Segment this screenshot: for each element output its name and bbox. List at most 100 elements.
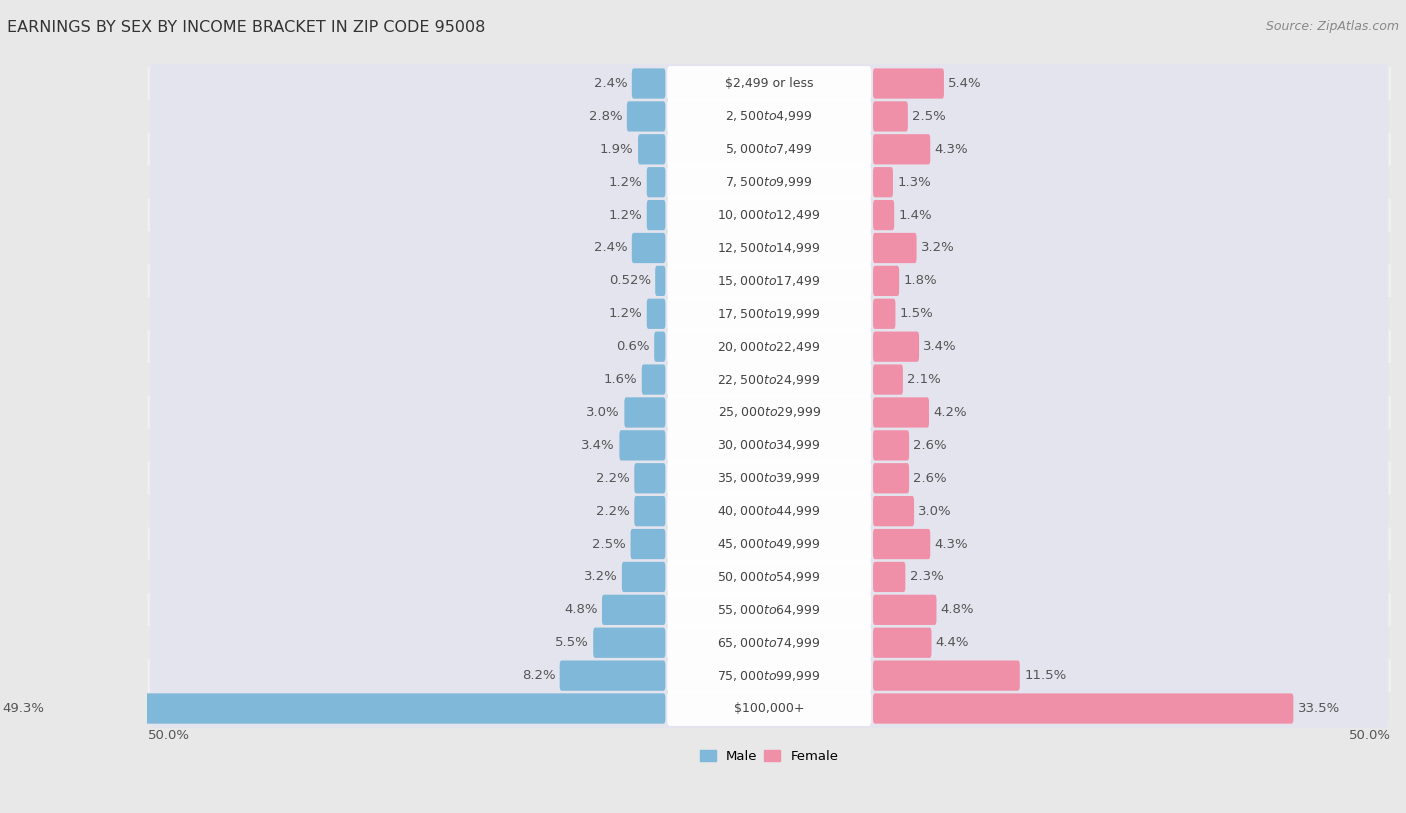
- FancyBboxPatch shape: [634, 496, 665, 526]
- FancyBboxPatch shape: [668, 165, 872, 200]
- FancyBboxPatch shape: [150, 63, 1389, 103]
- FancyBboxPatch shape: [148, 593, 1391, 626]
- Text: 11.5%: 11.5%: [1024, 669, 1066, 682]
- FancyBboxPatch shape: [641, 364, 665, 394]
- Text: 4.8%: 4.8%: [941, 603, 974, 616]
- Text: 2.4%: 2.4%: [593, 241, 627, 254]
- FancyBboxPatch shape: [873, 332, 920, 362]
- FancyBboxPatch shape: [620, 430, 665, 460]
- FancyBboxPatch shape: [560, 660, 665, 691]
- Text: 4.2%: 4.2%: [934, 406, 967, 419]
- FancyBboxPatch shape: [631, 68, 665, 98]
- Text: $10,000 to $12,499: $10,000 to $12,499: [717, 208, 821, 222]
- FancyBboxPatch shape: [150, 97, 1389, 137]
- FancyBboxPatch shape: [631, 233, 665, 263]
- FancyBboxPatch shape: [148, 363, 1391, 396]
- FancyBboxPatch shape: [150, 195, 1389, 235]
- Text: $12,500 to $14,999: $12,500 to $14,999: [717, 241, 821, 255]
- FancyBboxPatch shape: [150, 459, 1389, 498]
- FancyBboxPatch shape: [873, 200, 894, 230]
- Text: $5,000 to $7,499: $5,000 to $7,499: [725, 142, 813, 156]
- FancyBboxPatch shape: [668, 493, 872, 528]
- Text: 2.3%: 2.3%: [910, 571, 943, 584]
- Text: 4.3%: 4.3%: [935, 143, 969, 156]
- Text: 1.2%: 1.2%: [609, 176, 643, 189]
- Text: 1.4%: 1.4%: [898, 209, 932, 222]
- Text: 2.5%: 2.5%: [592, 537, 626, 550]
- FancyBboxPatch shape: [148, 528, 1391, 560]
- FancyBboxPatch shape: [148, 133, 1391, 166]
- FancyBboxPatch shape: [668, 691, 872, 726]
- FancyBboxPatch shape: [148, 429, 1391, 462]
- FancyBboxPatch shape: [668, 428, 872, 463]
- FancyBboxPatch shape: [668, 625, 872, 660]
- FancyBboxPatch shape: [602, 594, 665, 625]
- FancyBboxPatch shape: [621, 562, 665, 592]
- Text: 3.4%: 3.4%: [582, 439, 614, 452]
- FancyBboxPatch shape: [668, 99, 872, 134]
- FancyBboxPatch shape: [873, 562, 905, 592]
- FancyBboxPatch shape: [148, 198, 1391, 232]
- FancyBboxPatch shape: [148, 330, 1391, 363]
- FancyBboxPatch shape: [668, 263, 872, 298]
- FancyBboxPatch shape: [668, 395, 872, 430]
- Text: $17,500 to $19,999: $17,500 to $19,999: [717, 307, 821, 321]
- FancyBboxPatch shape: [638, 134, 665, 164]
- FancyBboxPatch shape: [148, 100, 1391, 133]
- Text: 1.5%: 1.5%: [900, 307, 934, 320]
- FancyBboxPatch shape: [668, 66, 872, 101]
- FancyBboxPatch shape: [873, 364, 903, 394]
- FancyBboxPatch shape: [150, 589, 1389, 630]
- FancyBboxPatch shape: [873, 496, 914, 526]
- FancyBboxPatch shape: [873, 594, 936, 625]
- Text: $22,500 to $24,999: $22,500 to $24,999: [717, 372, 821, 386]
- FancyBboxPatch shape: [150, 261, 1389, 301]
- Text: 4.3%: 4.3%: [935, 537, 969, 550]
- FancyBboxPatch shape: [873, 628, 932, 658]
- Text: $2,500 to $4,999: $2,500 to $4,999: [725, 110, 813, 124]
- FancyBboxPatch shape: [150, 655, 1389, 696]
- FancyBboxPatch shape: [624, 398, 665, 428]
- FancyBboxPatch shape: [647, 200, 665, 230]
- FancyBboxPatch shape: [668, 559, 872, 594]
- Text: 3.2%: 3.2%: [921, 241, 955, 254]
- Text: $20,000 to $22,499: $20,000 to $22,499: [717, 340, 821, 354]
- Text: 1.6%: 1.6%: [603, 373, 637, 386]
- FancyBboxPatch shape: [668, 132, 872, 167]
- FancyBboxPatch shape: [654, 332, 665, 362]
- Text: $45,000 to $49,999: $45,000 to $49,999: [717, 537, 821, 551]
- Text: 2.8%: 2.8%: [589, 110, 623, 123]
- FancyBboxPatch shape: [148, 626, 1391, 659]
- FancyBboxPatch shape: [668, 231, 872, 265]
- Text: Source: ZipAtlas.com: Source: ZipAtlas.com: [1265, 20, 1399, 33]
- FancyBboxPatch shape: [150, 425, 1389, 465]
- FancyBboxPatch shape: [150, 393, 1389, 433]
- Text: 2.2%: 2.2%: [596, 505, 630, 518]
- Text: 50.0%: 50.0%: [148, 729, 190, 742]
- Text: 1.8%: 1.8%: [904, 274, 938, 287]
- FancyBboxPatch shape: [627, 102, 665, 132]
- FancyBboxPatch shape: [150, 623, 1389, 663]
- FancyBboxPatch shape: [148, 232, 1391, 264]
- FancyBboxPatch shape: [668, 362, 872, 397]
- FancyBboxPatch shape: [148, 298, 1391, 330]
- FancyBboxPatch shape: [873, 298, 896, 329]
- Text: 1.2%: 1.2%: [609, 209, 643, 222]
- Text: $15,000 to $17,499: $15,000 to $17,499: [717, 274, 821, 288]
- FancyBboxPatch shape: [873, 430, 910, 460]
- Text: $55,000 to $64,999: $55,000 to $64,999: [717, 602, 821, 617]
- FancyBboxPatch shape: [148, 67, 1391, 100]
- FancyBboxPatch shape: [148, 494, 1391, 528]
- FancyBboxPatch shape: [150, 129, 1389, 169]
- FancyBboxPatch shape: [148, 659, 1391, 692]
- Text: 2.5%: 2.5%: [912, 110, 946, 123]
- Text: $40,000 to $44,999: $40,000 to $44,999: [717, 504, 821, 518]
- Text: 33.5%: 33.5%: [1298, 702, 1340, 715]
- FancyBboxPatch shape: [593, 628, 665, 658]
- Text: $35,000 to $39,999: $35,000 to $39,999: [717, 472, 821, 485]
- FancyBboxPatch shape: [668, 329, 872, 364]
- Text: 50.0%: 50.0%: [1348, 729, 1391, 742]
- Text: 3.2%: 3.2%: [583, 571, 617, 584]
- Text: 1.3%: 1.3%: [897, 176, 931, 189]
- FancyBboxPatch shape: [150, 524, 1389, 564]
